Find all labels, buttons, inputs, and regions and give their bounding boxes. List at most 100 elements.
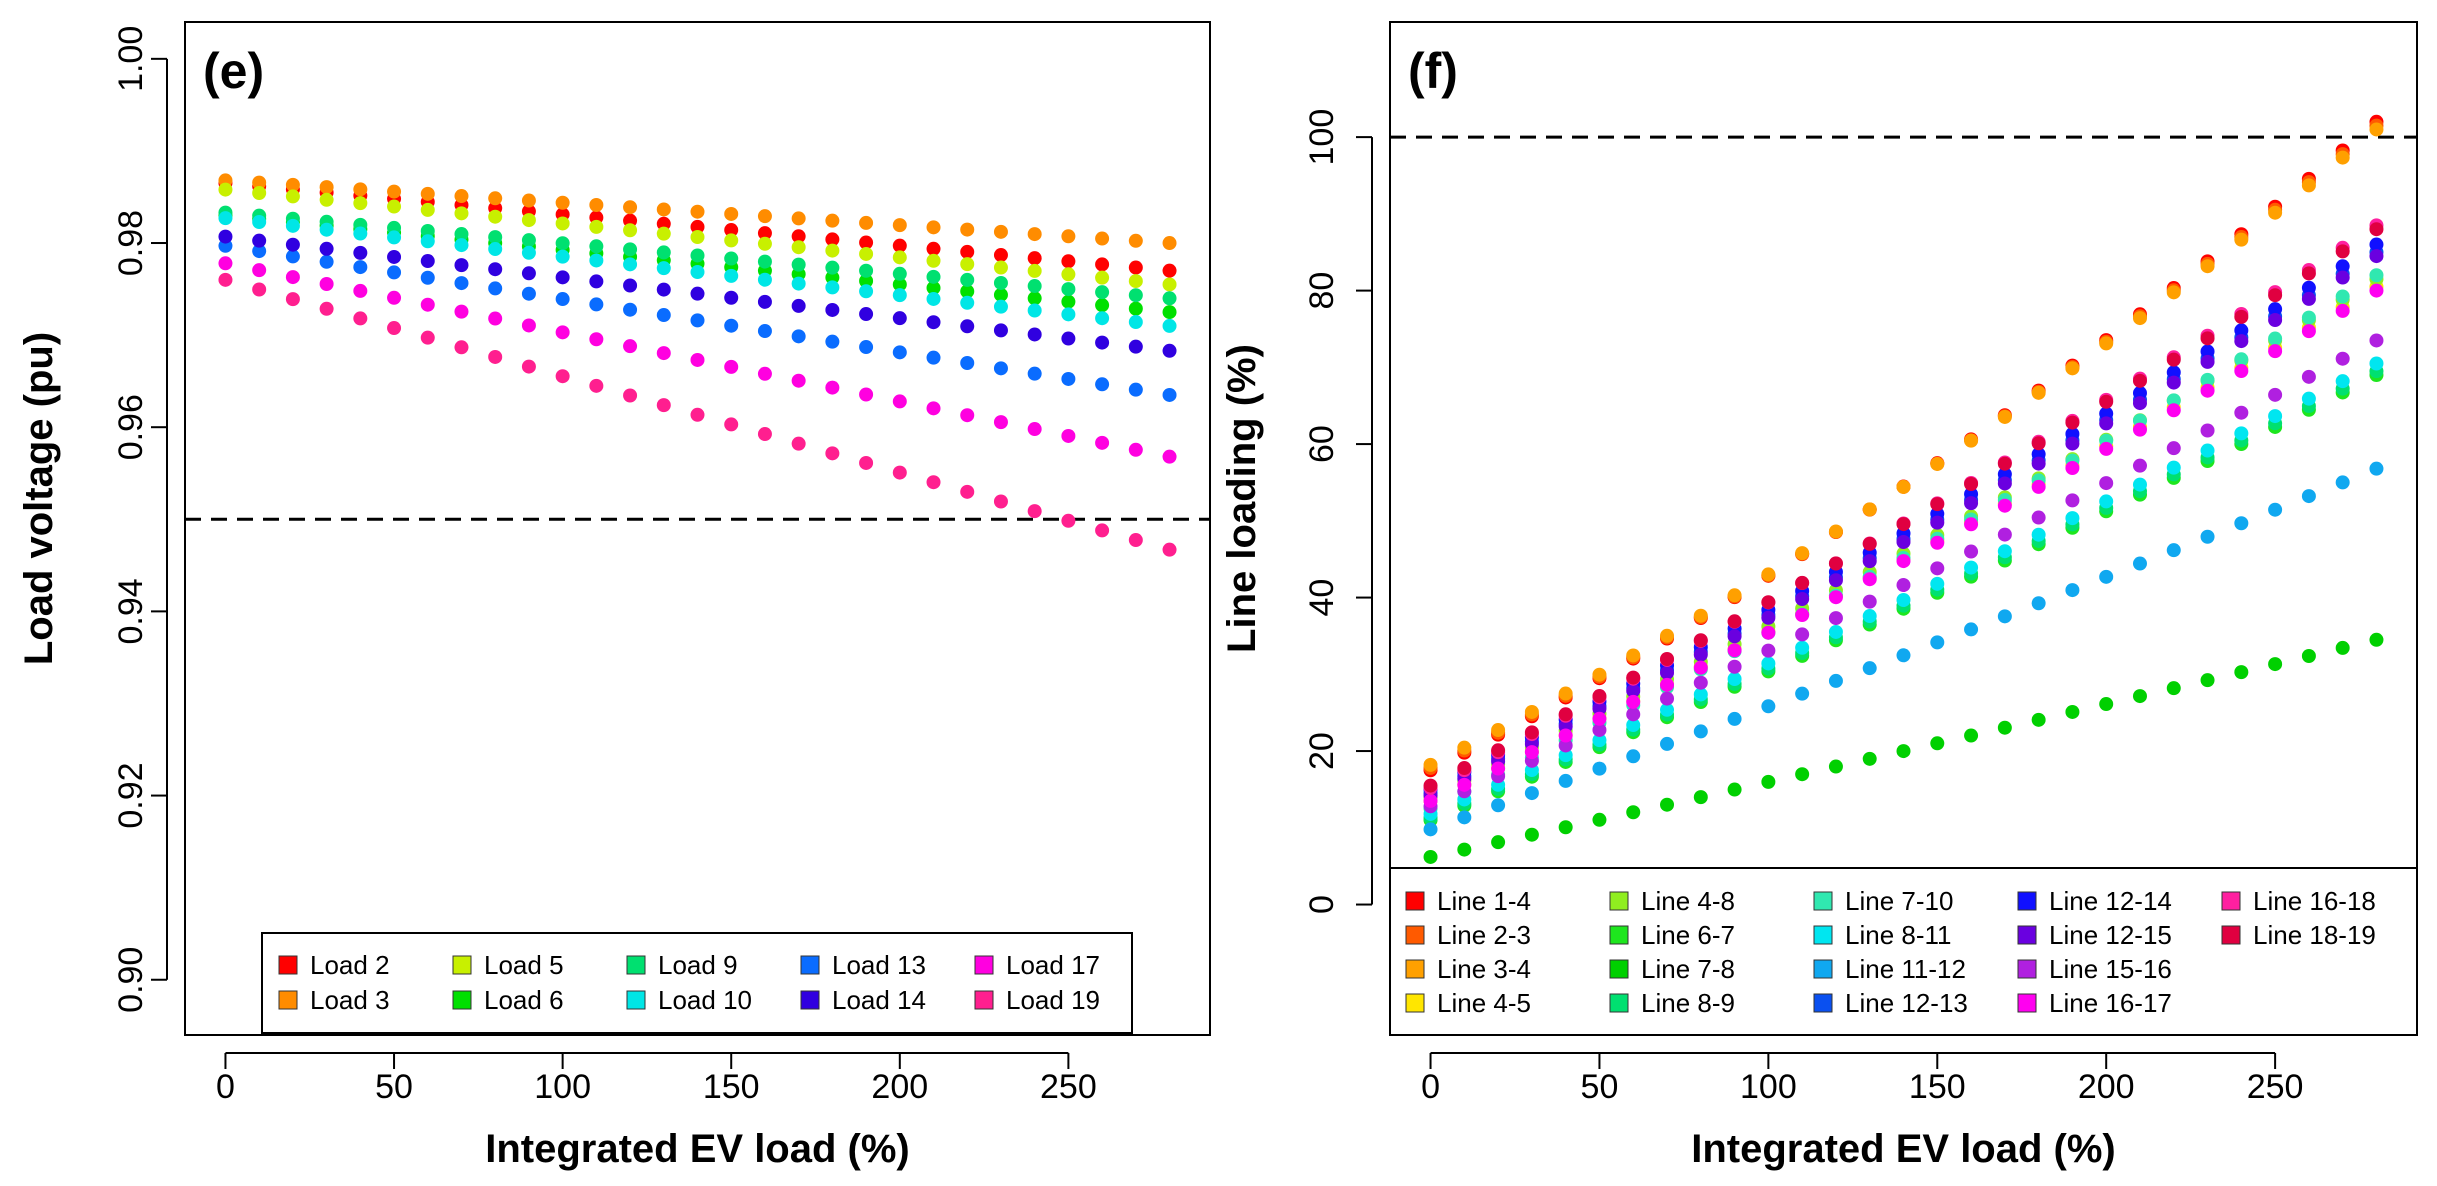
data-point: [1626, 683, 1641, 698]
data-point: [1660, 628, 1675, 643]
legend-label: Line 7-10: [1845, 886, 1953, 916]
data-point: [2099, 416, 2114, 431]
data-point: [2369, 237, 2384, 252]
data-point: [353, 226, 368, 241]
data-point: [387, 184, 402, 199]
data-point: [926, 291, 941, 306]
data-point: [1027, 227, 1042, 242]
data-point: [420, 186, 435, 201]
data-point: [2369, 283, 2384, 298]
data-point: [387, 249, 402, 264]
data-point: [2268, 288, 2283, 303]
x-tick-label: 50: [375, 1068, 413, 1106]
data-point: [1795, 686, 1810, 701]
data-point: [1095, 257, 1110, 272]
y-tick-label: 0.90: [112, 947, 150, 1013]
legend-label: Line 4-5: [1437, 988, 1531, 1018]
data-point: [589, 378, 604, 393]
data-point: [555, 236, 570, 251]
data-point: [1795, 608, 1810, 623]
data-point: [1964, 560, 1979, 575]
data-point: [724, 290, 739, 305]
data-point: [1693, 790, 1708, 805]
legend-item: Line 12-13: [1813, 988, 1968, 1018]
data-point: [2099, 494, 2114, 509]
data-point: [1027, 251, 1042, 266]
legend-item: Line 15-16: [2017, 954, 2172, 984]
data-point: [960, 408, 975, 423]
data-point: [252, 282, 267, 297]
data-point: [1828, 524, 1843, 539]
legend-label: Load 19: [1006, 985, 1100, 1015]
data-point: [2301, 324, 2316, 339]
data-point: [1524, 827, 1539, 842]
data-point: [1626, 749, 1641, 764]
data-point: [859, 387, 874, 402]
legend-swatch: [974, 990, 994, 1010]
data-point: [724, 233, 739, 248]
data-point: [623, 223, 638, 238]
data-point: [319, 192, 334, 207]
data-point: [2031, 596, 2046, 611]
data-point: [1626, 805, 1641, 820]
x-tick-label: 100: [534, 1068, 591, 1106]
data-point: [993, 275, 1008, 290]
data-point: [454, 304, 469, 319]
data-point: [892, 250, 907, 265]
data-point: [656, 398, 671, 413]
data-point: [2301, 310, 2316, 325]
data-point: [757, 294, 772, 309]
data-point: [1626, 648, 1641, 663]
x-tick-label: 250: [1040, 1068, 1097, 1106]
data-point: [960, 284, 975, 299]
data-point: [2369, 461, 2384, 476]
data-point: [993, 494, 1008, 509]
data-point: [892, 288, 907, 303]
data-point: [2132, 311, 2147, 326]
data-point: [1896, 554, 1911, 569]
data-point: [488, 262, 503, 277]
x-axis-title: Integrated EV load (%): [1691, 1127, 2116, 1171]
data-point: [1626, 718, 1641, 733]
data-point: [623, 339, 638, 354]
data-point: [791, 436, 806, 451]
data-point: [926, 253, 941, 268]
data-point: [724, 251, 739, 266]
data-point: [2301, 489, 2316, 504]
data-point: [1997, 720, 2012, 735]
data-point: [1027, 263, 1042, 278]
data-point: [488, 191, 503, 206]
x-tick-label: 150: [703, 1068, 760, 1106]
data-point: [1128, 382, 1143, 397]
data-point: [2301, 391, 2316, 406]
data-point: [690, 230, 705, 245]
data-point: [892, 394, 907, 409]
x-tick-label: 200: [871, 1068, 928, 1106]
data-point: [1626, 694, 1641, 709]
data-point: [724, 268, 739, 283]
data-point: [1761, 610, 1776, 625]
data-point: [1660, 652, 1675, 667]
legend-label: Load 3: [310, 985, 390, 1015]
data-point: [1930, 635, 1945, 650]
data-point: [589, 197, 604, 212]
data-point: [1795, 627, 1810, 642]
data-point: [1027, 291, 1042, 306]
data-point: [1095, 377, 1110, 392]
legend-swatch: [1405, 891, 1425, 911]
data-point: [488, 209, 503, 224]
data-point: [1592, 812, 1607, 827]
data-point: [2200, 443, 2215, 458]
data-point: [2301, 291, 2316, 306]
data-point: [791, 257, 806, 272]
data-point: [2200, 259, 2215, 274]
y-axis-title: Line loading (%): [1220, 344, 1264, 653]
data-point: [1862, 502, 1877, 517]
data-point: [1997, 609, 2012, 624]
legend-item: Line 8-11: [1813, 920, 1952, 950]
data-point: [1061, 428, 1076, 443]
data-point: [2166, 543, 2181, 558]
data-point: [521, 359, 536, 374]
legend-item: Load 2: [278, 950, 390, 980]
legend-swatch: [1609, 959, 1629, 979]
